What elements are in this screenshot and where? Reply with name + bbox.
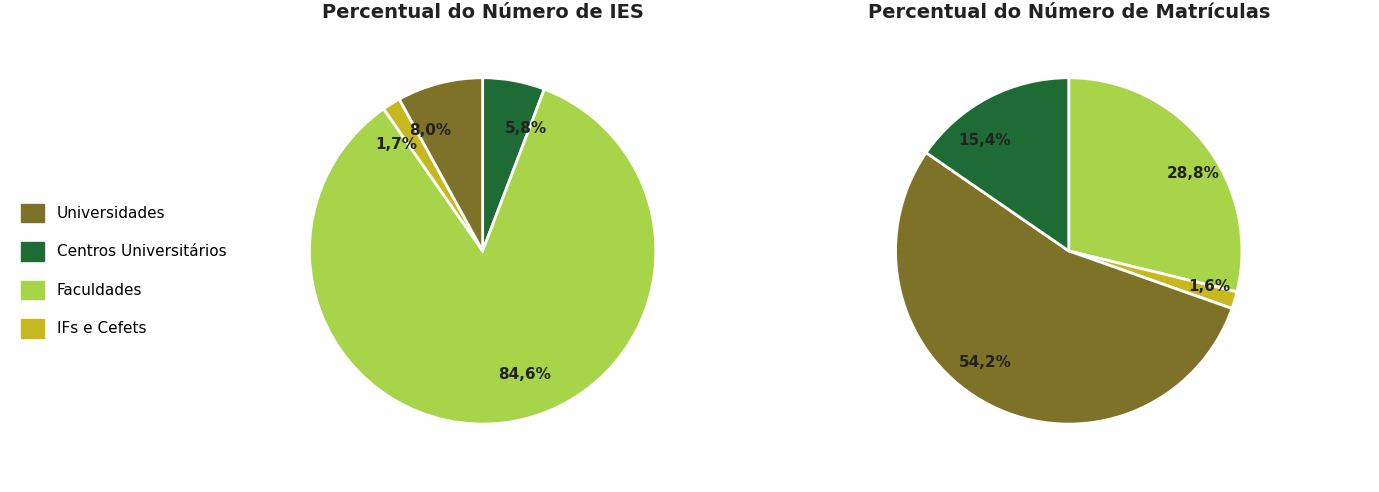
Legend: Universidades, Centros Universitários, Faculdades, IFs e Cefets: Universidades, Centros Universitários, F… bbox=[22, 204, 226, 338]
Title: Percentual do Número de IES: Percentual do Número de IES bbox=[321, 3, 644, 22]
Wedge shape bbox=[383, 99, 483, 251]
Text: 1,7%: 1,7% bbox=[375, 137, 416, 153]
Text: 1,6%: 1,6% bbox=[1189, 279, 1230, 294]
Wedge shape bbox=[895, 153, 1231, 424]
Text: 8,0%: 8,0% bbox=[410, 123, 452, 138]
Text: 5,8%: 5,8% bbox=[505, 121, 547, 136]
Text: 28,8%: 28,8% bbox=[1167, 166, 1219, 182]
Text: 15,4%: 15,4% bbox=[958, 133, 1011, 148]
Text: 54,2%: 54,2% bbox=[960, 355, 1012, 369]
Title: Percentual do Número de Matrículas: Percentual do Número de Matrículas bbox=[867, 3, 1270, 22]
Wedge shape bbox=[483, 78, 545, 251]
Wedge shape bbox=[927, 78, 1069, 251]
Text: 84,6%: 84,6% bbox=[498, 367, 550, 382]
Wedge shape bbox=[1069, 251, 1237, 308]
Wedge shape bbox=[400, 78, 483, 251]
Wedge shape bbox=[309, 89, 656, 424]
Wedge shape bbox=[1069, 78, 1242, 292]
